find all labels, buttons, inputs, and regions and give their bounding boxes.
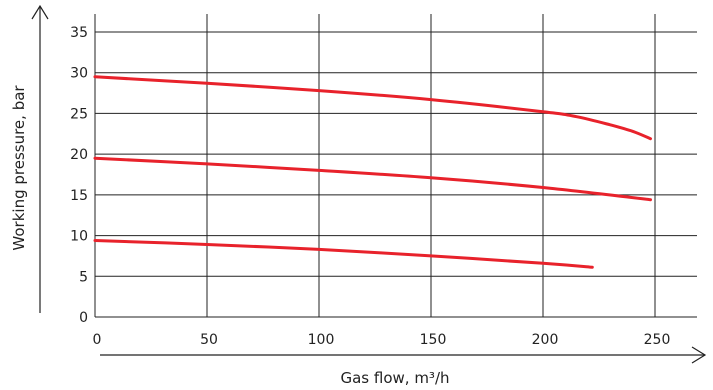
y-tick-label: 10 — [70, 229, 88, 245]
y-tick-label: 15 — [70, 188, 88, 204]
series-group — [93, 75, 652, 269]
y-tick-label: 5 — [79, 269, 88, 285]
x-tick-label: 250 — [644, 332, 671, 348]
tick-labels: 0 5 10 15 20 25 30 35 0 50 100 150 200 250 — [70, 25, 670, 348]
grid — [95, 14, 697, 317]
x-axis-label: Gas flow, m³/h — [340, 369, 449, 387]
y-axis-label: Working pressure, bar — [10, 85, 28, 251]
y-tick-label: 25 — [70, 106, 88, 122]
series-line-1 — [93, 75, 652, 141]
x-tick-label: 150 — [420, 332, 447, 348]
x-tick-label: 0 — [93, 332, 102, 348]
axes — [31, 4, 707, 364]
y-tick-label: 0 — [79, 310, 88, 326]
x-axis-arrowhead — [691, 346, 707, 364]
y-axis-arrowhead — [31, 4, 49, 20]
series-line-2 — [93, 156, 652, 202]
y-tick-label: 20 — [70, 147, 88, 163]
y-tick-label: 30 — [70, 66, 88, 82]
x-tick-label: 200 — [532, 332, 559, 348]
series-line-3 — [93, 239, 594, 269]
x-tick-label: 50 — [200, 332, 218, 348]
y-tick-label: 35 — [70, 25, 88, 41]
x-tick-label: 100 — [308, 332, 335, 348]
